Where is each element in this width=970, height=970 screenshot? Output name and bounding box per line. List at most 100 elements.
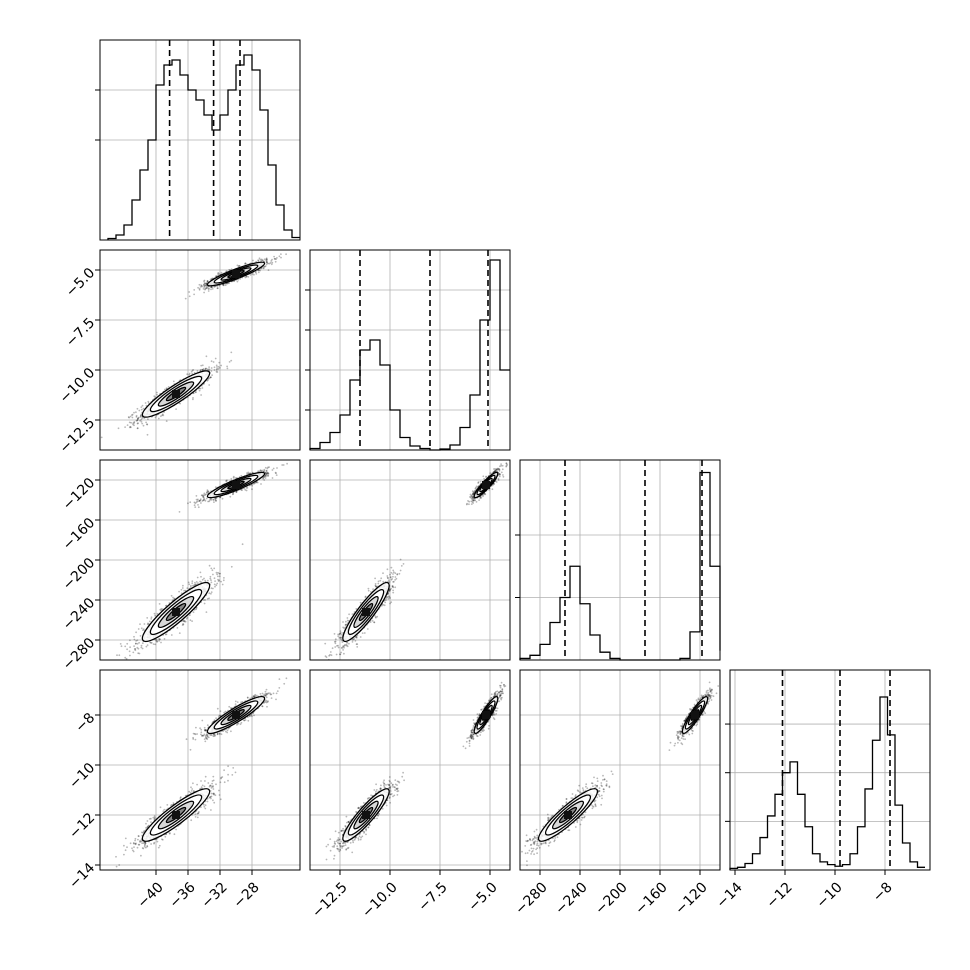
sample-point [274, 257, 276, 260]
sample-point [266, 260, 268, 263]
sample-point [270, 260, 273, 262]
sample-point [158, 638, 161, 640]
sample-point [265, 259, 268, 262]
sample-point [187, 502, 189, 505]
sample-point [173, 597, 176, 600]
sample-point [339, 631, 342, 634]
sample-point [374, 585, 377, 588]
sample-point [205, 355, 208, 358]
sample-point [133, 645, 136, 647]
sample-point [198, 283, 201, 286]
sample-point [355, 636, 358, 638]
sample-point [210, 592, 212, 595]
panel-frame-1-0 [99, 249, 301, 451]
sample-point [211, 569, 214, 572]
sample-point [203, 285, 206, 287]
sample-point [392, 571, 395, 574]
sample-point [354, 640, 357, 642]
sample-point [268, 466, 270, 468]
sample-point [136, 419, 139, 422]
sample-point [374, 577, 376, 580]
sample-point [137, 416, 140, 419]
sample-point [200, 581, 203, 583]
sample-point [215, 370, 218, 373]
sample-point [129, 654, 131, 657]
sample-point [221, 497, 224, 500]
sample-point [211, 374, 214, 376]
sample-point [245, 275, 248, 278]
sample-point [182, 623, 185, 626]
sample-point [265, 470, 268, 472]
sample-point [146, 644, 149, 646]
sample-point [140, 421, 143, 423]
sample-point [193, 289, 196, 291]
sample-point [345, 623, 348, 626]
sample-point [276, 257, 278, 259]
sample-point [160, 415, 162, 418]
sample-point [375, 616, 377, 619]
sample-point [223, 577, 225, 579]
sample-point [136, 419, 139, 421]
sample-point [392, 569, 395, 572]
sample-point [213, 583, 216, 586]
sample-point [207, 368, 209, 370]
sample-point [259, 258, 262, 261]
sample-point [205, 611, 208, 613]
sample-point [265, 473, 268, 475]
sample-point [226, 367, 229, 370]
histogram-2 [519, 471, 721, 661]
sample-point [156, 391, 158, 394]
sample-point [376, 615, 379, 618]
panel-2-1-content [310, 460, 510, 660]
sample-point [216, 582, 219, 585]
sample-point [217, 571, 220, 574]
sample-point [145, 421, 148, 424]
sample-point [218, 575, 221, 578]
sample-point [196, 370, 199, 372]
sample-point [196, 576, 199, 579]
sample-point [262, 477, 264, 480]
histogram-1 [309, 259, 510, 451]
sample-point [394, 579, 396, 581]
sample-point [193, 501, 196, 504]
sample-point [214, 585, 216, 588]
sample-point [137, 652, 140, 655]
sample-point [228, 282, 231, 284]
sample-point [216, 287, 219, 290]
sample-point [129, 425, 132, 428]
sample-point [201, 369, 204, 371]
sample-point [182, 623, 184, 625]
sample-point [219, 496, 221, 499]
sample-point [148, 620, 151, 623]
sample-point [202, 368, 205, 370]
sample-point [264, 265, 267, 268]
sample-point [214, 498, 217, 500]
sample-point [260, 260, 262, 262]
sample-point [389, 597, 391, 599]
sample-point [180, 588, 183, 591]
sample-point [127, 416, 130, 418]
sample-point [210, 370, 213, 372]
sample-point [382, 572, 384, 575]
sample-point [140, 406, 143, 408]
density-peak [172, 608, 180, 616]
sample-point [195, 391, 197, 394]
sample-point [212, 498, 215, 501]
sample-point [207, 290, 210, 292]
sample-point [235, 491, 238, 494]
sample-point [208, 491, 210, 494]
sample-point [195, 606, 198, 609]
sample-point [150, 618, 153, 620]
sample-point [119, 667, 121, 669]
sample-point [390, 571, 393, 574]
sample-point [136, 639, 139, 642]
histogram-0 [107, 54, 300, 240]
sample-point [145, 645, 148, 648]
sample-point [265, 263, 268, 266]
sample-point [155, 638, 158, 641]
corner-panels: −40 −36 −32 −28 −12.5 −10.0 −7.5 −5.0 −280 −240 −2… [57, 39, 931, 921]
sample-point [158, 603, 161, 605]
sample-point [134, 648, 137, 650]
sample-point [137, 628, 140, 630]
sample-point [270, 263, 273, 266]
